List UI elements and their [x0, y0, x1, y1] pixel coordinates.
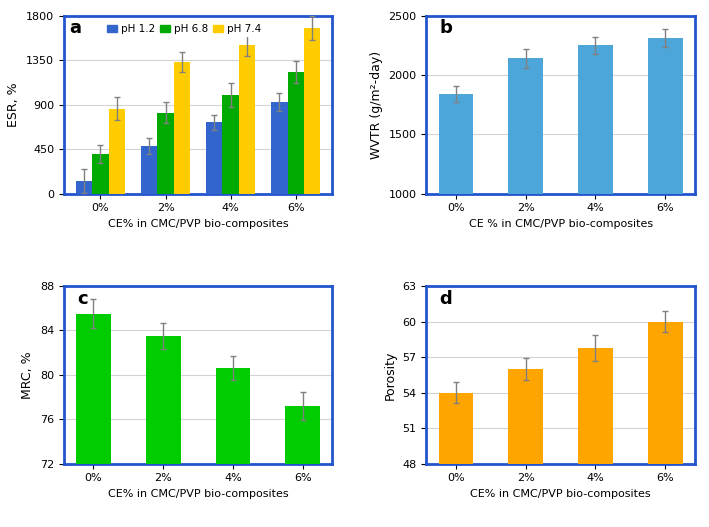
- Bar: [146, 336, 181, 527]
- X-axis label: CE % in CMC/PVP bio-composites: CE % in CMC/PVP bio-composites: [469, 219, 652, 229]
- Y-axis label: WVTR (g/m²-day): WVTR (g/m²-day): [370, 51, 383, 159]
- Bar: [157, 113, 174, 193]
- Bar: [108, 109, 125, 193]
- Bar: [92, 154, 108, 193]
- Y-axis label: ESR, %: ESR, %: [7, 82, 21, 127]
- Bar: [304, 27, 320, 193]
- Bar: [648, 38, 683, 312]
- X-axis label: CE% in CMC/PVP bio-composites: CE% in CMC/PVP bio-composites: [108, 219, 289, 229]
- X-axis label: CE% in CMC/PVP bio-composites: CE% in CMC/PVP bio-composites: [470, 489, 651, 499]
- Bar: [288, 72, 304, 193]
- Bar: [76, 181, 92, 193]
- X-axis label: CE% in CMC/PVP bio-composites: CE% in CMC/PVP bio-composites: [108, 489, 289, 499]
- Bar: [272, 102, 288, 193]
- Bar: [141, 146, 157, 193]
- Bar: [223, 95, 239, 193]
- Text: b: b: [440, 19, 452, 37]
- Text: a: a: [69, 19, 81, 37]
- Bar: [285, 406, 320, 527]
- Bar: [508, 369, 543, 527]
- Text: c: c: [77, 289, 88, 308]
- Bar: [76, 314, 111, 527]
- Y-axis label: MRC, %: MRC, %: [21, 351, 34, 399]
- Bar: [239, 45, 255, 193]
- Bar: [438, 94, 474, 312]
- Bar: [438, 393, 474, 527]
- Bar: [648, 321, 683, 527]
- Bar: [578, 348, 613, 527]
- Bar: [508, 58, 543, 312]
- Bar: [578, 45, 613, 312]
- Legend: pH 1.2, pH 6.8, pH 7.4: pH 1.2, pH 6.8, pH 7.4: [104, 21, 264, 37]
- Bar: [206, 122, 223, 193]
- Text: d: d: [440, 289, 452, 308]
- Bar: [174, 62, 190, 193]
- Bar: [216, 368, 250, 527]
- Y-axis label: Porosity: Porosity: [384, 350, 397, 399]
